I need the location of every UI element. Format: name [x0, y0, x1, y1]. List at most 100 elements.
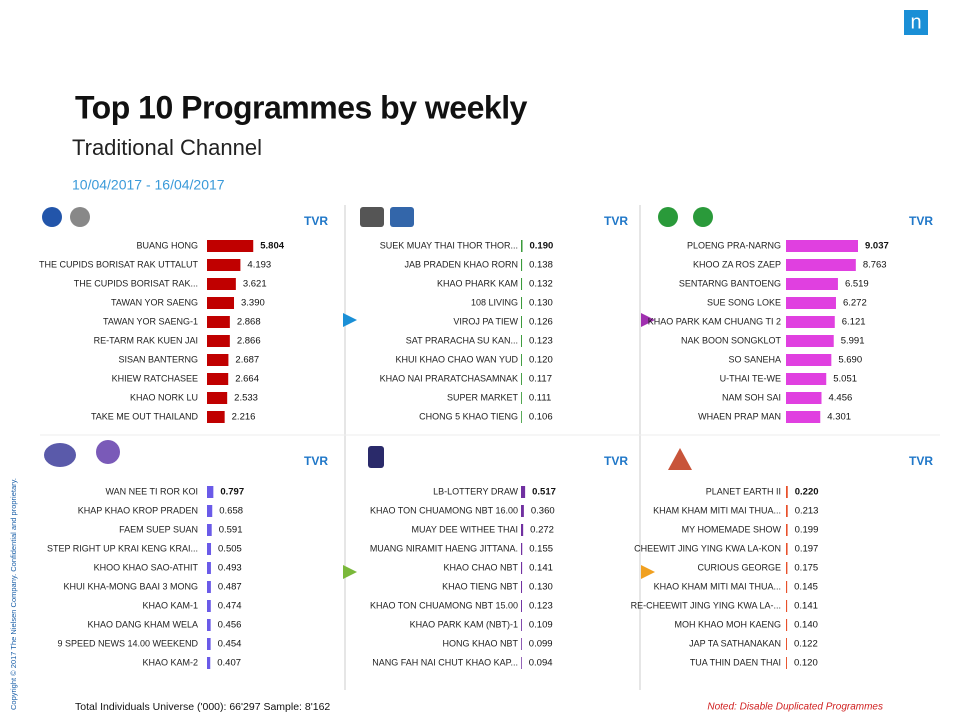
value-label: 0.126 — [529, 317, 553, 328]
bar — [786, 259, 856, 271]
category-label: U-THAI TE-WE — [720, 373, 781, 383]
note: Noted: Disable Duplicated Programmes — [707, 702, 883, 713]
bar — [521, 505, 524, 517]
bar — [521, 411, 522, 423]
category-label: KHOO ZA ROS ZAEP — [693, 259, 781, 269]
value-label: 0.199 — [795, 525, 819, 536]
bar — [786, 297, 836, 309]
category-label: TAWAN YOR SAENG — [111, 297, 198, 307]
value-label: 0.106 — [529, 412, 553, 423]
bar — [786, 581, 788, 593]
category-label: LB-LOTTERY DRAW — [433, 486, 518, 496]
category-label: MY HOMEMADE SHOW — [682, 524, 782, 534]
category-label: CHEEWIT JING YING KWA LA-KON — [634, 543, 781, 553]
bar — [521, 259, 523, 271]
bar — [207, 600, 211, 612]
value-label: 8.763 — [863, 260, 887, 271]
category-label: KHAO NAI PRARATCHASAMNAK — [380, 373, 518, 383]
bar — [207, 505, 213, 517]
value-label: 6.121 — [842, 317, 866, 328]
category-label: NAM SOH SAI — [722, 392, 781, 402]
channel-logo — [96, 440, 120, 464]
value-label: 5.804 — [260, 241, 284, 252]
category-label: KHAO TIENG NBT — [442, 581, 518, 591]
value-label: 0.190 — [530, 241, 554, 252]
category-label: TAKE ME OUT THAILAND — [91, 411, 199, 421]
chart-title: TVR — [604, 214, 628, 228]
logo-box — [904, 10, 928, 35]
value-label: 2.216 — [232, 412, 256, 423]
category-label: SUEK MUAY THAI THOR THOR... — [380, 240, 518, 250]
category-label: KHAO KAM-2 — [142, 657, 198, 667]
category-label: HONG KHAO NBT — [442, 638, 518, 648]
bar — [207, 259, 241, 271]
value-label: 0.145 — [794, 582, 818, 593]
category-label: MUANG NIRAMIT HAENG JITTANA. — [370, 543, 518, 553]
value-label: 0.094 — [529, 658, 553, 669]
bar — [207, 392, 228, 404]
bar — [521, 297, 523, 309]
value-label: 0.130 — [529, 298, 553, 309]
category-label: KHAO KAM-1 — [142, 600, 198, 610]
channel-logo — [42, 207, 62, 227]
value-label: 0.130 — [529, 582, 553, 593]
value-label: 0.155 — [529, 544, 553, 555]
value-label: 0.117 — [529, 374, 552, 385]
bar — [786, 638, 787, 650]
category-label: PLOENG PRA-NARNG — [687, 240, 781, 250]
category-label: CHONG 5 KHAO TIENG — [419, 411, 518, 421]
category-label: KHAP KHAO KROP PRADEN — [78, 505, 198, 515]
bar — [521, 316, 523, 328]
category-label: CURIOUS GEORGE — [697, 562, 781, 572]
category-label: SUPER MARKET — [447, 392, 519, 402]
bar — [207, 581, 211, 593]
category-label: THE CUPIDS BORISAT RAK... — [74, 278, 198, 288]
value-label: 0.487 — [218, 582, 242, 593]
title: Top 10 Programmes by weekly — [75, 89, 528, 125]
value-label: 0.456 — [218, 620, 242, 631]
bar — [521, 657, 522, 669]
category-label: VIROJ PA TIEW — [453, 316, 518, 326]
value-label: 0.141 — [794, 601, 818, 612]
bar — [207, 543, 212, 555]
value-label: 0.407 — [217, 658, 241, 669]
bar — [207, 316, 230, 328]
value-label: 3.390 — [241, 298, 265, 309]
bar — [207, 638, 211, 650]
bar — [786, 335, 834, 347]
channel-logo — [360, 207, 384, 227]
value-label: 0.505 — [218, 544, 242, 555]
bar — [207, 562, 211, 574]
category-label: 108 LIVING — [471, 297, 518, 307]
bar — [521, 278, 523, 290]
category-label: KHAO KHAM MITI MAI THUA... — [654, 581, 781, 591]
value-label: 2.868 — [237, 317, 261, 328]
value-label: 4.193 — [247, 260, 271, 271]
bar — [786, 411, 821, 423]
value-label: 0.111 — [529, 393, 551, 404]
arrow — [641, 313, 655, 327]
category-label: WAN NEE TI ROR KOI — [105, 486, 198, 496]
bar — [521, 335, 522, 347]
value-label: 0.120 — [794, 658, 818, 669]
bar — [521, 543, 523, 555]
value-label: 0.220 — [795, 487, 819, 498]
value-label: 0.123 — [529, 601, 553, 612]
bar — [521, 600, 522, 612]
category-label: TAWAN YOR SAENG-1 — [103, 316, 198, 326]
arrow — [343, 313, 357, 327]
value-label: 9.037 — [865, 241, 889, 252]
bar — [786, 600, 788, 612]
value-label: 0.591 — [219, 525, 243, 536]
category-label: PLANET EARTH II — [706, 486, 781, 496]
bar — [521, 354, 522, 366]
bar — [786, 543, 788, 555]
category-label: KHAO NORK LU — [130, 392, 198, 402]
bar — [521, 638, 522, 650]
value-label: 0.141 — [529, 563, 553, 574]
chart-title: TVR — [909, 214, 933, 228]
value-label: 0.138 — [529, 260, 553, 271]
category-label: RE-TARM RAK KUEN JAI — [94, 335, 198, 345]
value-label: 0.099 — [529, 639, 553, 650]
category-label: KHAO TON CHUAMONG NBT 16.00 — [370, 505, 518, 515]
